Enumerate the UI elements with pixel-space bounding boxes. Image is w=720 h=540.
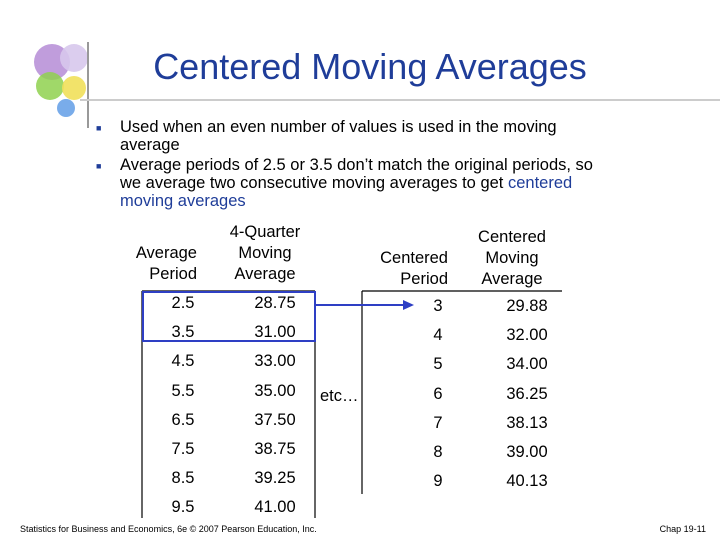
table-cell: 29.88 [506, 297, 548, 315]
header-line: Period [149, 265, 197, 283]
table-cell: 7 [433, 413, 443, 432]
column-header: Average Period [57, 243, 197, 285]
header-line: Centered [380, 249, 448, 267]
column-header: Centered Moving Average [442, 227, 582, 290]
table-cell: 40.13 [506, 472, 548, 491]
slide-title: Centered Moving Averages [153, 46, 587, 87]
table-cell: 38.75 [254, 440, 296, 458]
table-cell: 9.5 [171, 498, 195, 517]
table-cell: 41.00 [254, 498, 296, 517]
table-cell: 3 [433, 297, 443, 315]
table-cell: 5 [433, 355, 443, 374]
header-line: Period [400, 270, 448, 288]
table-cell: 6 [433, 384, 443, 403]
table-cell: 8.5 [171, 469, 195, 488]
table-cell: 33.00 [254, 352, 296, 371]
table-cell: 3.5 [171, 323, 195, 342]
footer-left: Statistics for Business and Economics, 6… [20, 524, 317, 534]
text: Used when an even number of values is us… [120, 118, 557, 154]
table-cell: 4.5 [171, 352, 195, 371]
header-line: Moving [485, 249, 539, 267]
bullet-marker: ■ [96, 123, 102, 133]
table-cell: 35.00 [254, 381, 296, 400]
table-cell: 7.5 [171, 440, 195, 458]
header-line: Centered [478, 228, 546, 246]
header-line: 4-Quarter [229, 223, 301, 241]
table-cell: 34.00 [506, 355, 548, 374]
bullet-marker: ■ [96, 161, 102, 171]
bullet-text: Used when an even number of values is us… [120, 118, 610, 154]
table-cell: 31.00 [254, 323, 296, 342]
table-cell: 36.25 [506, 384, 548, 403]
header-line: Average [481, 270, 543, 288]
bullet-text: Average periods of 2.5 or 3.5 don’t matc… [120, 156, 610, 210]
header-line: Moving [238, 244, 292, 262]
table-cell: 39.25 [254, 469, 296, 488]
table-cell: 2.5 [171, 294, 195, 312]
table-cell: 32.00 [506, 326, 548, 345]
text: Average periods of 2.5 or 3.5 don’t matc… [120, 156, 593, 192]
table-cell: 4 [433, 326, 443, 345]
header-line: Average [135, 244, 197, 262]
table-cell: 6.5 [171, 410, 195, 429]
header-line: Average [234, 265, 296, 283]
highlight-text: centered moving averages [120, 174, 573, 210]
table-cell: 5.5 [171, 381, 195, 400]
annotation: etc… [320, 387, 359, 405]
table-cell: 8 [433, 443, 443, 461]
column-header: 4-Quarter Moving Average [195, 222, 335, 285]
table-cell: 9 [433, 472, 443, 491]
footer-right: Chap 19-11 [659, 524, 706, 534]
table-cell: 38.13 [506, 413, 548, 432]
table-cell: 37.50 [254, 410, 296, 429]
table-cell: 39.00 [506, 443, 548, 461]
table-cell: 28.75 [254, 294, 296, 312]
column-header: Centered Period [308, 248, 448, 290]
